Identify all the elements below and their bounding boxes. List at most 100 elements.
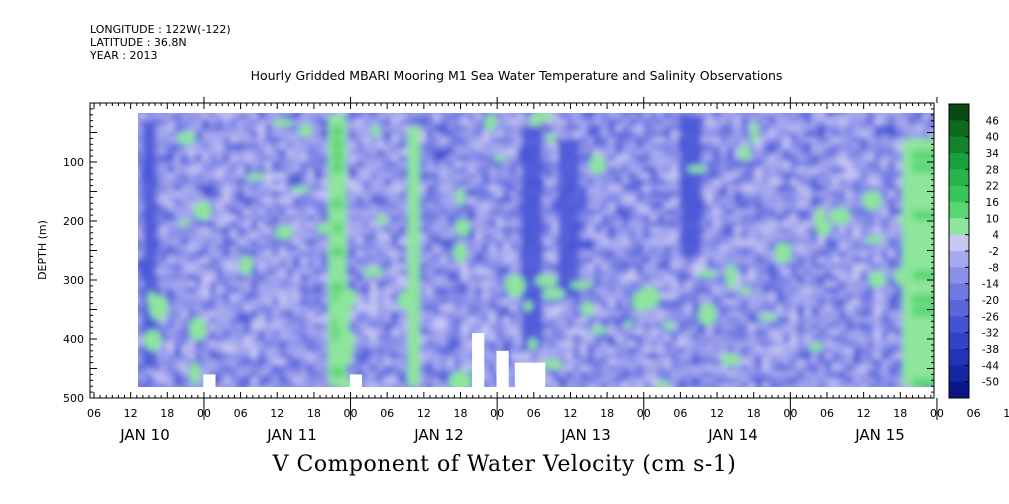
heatmap-cell [216,341,224,348]
heatmap-cell [832,149,840,156]
heatmap-cell [279,161,287,168]
heatmap-cell [391,317,399,324]
heatmap-cell [545,239,553,246]
heatmap-cell [580,155,588,162]
heatmap-cell [734,335,742,342]
heatmap-cell [692,377,700,384]
heatmap-cell [419,245,427,252]
heatmap-cell [461,185,469,192]
heatmap-cell [244,209,252,216]
heatmap-cell [818,251,826,258]
heatmap-cell [447,281,455,288]
heatmap-cell [251,179,259,186]
heatmap-cell [321,191,329,198]
heatmap-cell [482,113,490,120]
heatmap-cell [181,191,189,198]
heatmap-cell [699,179,707,186]
heatmap-cell [713,185,721,192]
heatmap-cell [433,131,441,138]
heatmap-cell [804,317,812,324]
heatmap-cell [377,143,385,150]
heatmap-cell [398,191,406,198]
heatmap-cell [202,317,210,324]
heatmap-cell [377,161,385,168]
heatmap-cell [370,143,378,150]
heatmap-cell [559,341,567,348]
heatmap-cell [643,167,651,174]
heatmap-cell [741,209,749,216]
heatmap-cell [489,335,497,342]
heatmap-cell [153,233,161,240]
heatmap-cell [608,119,616,126]
heatmap-cell [545,335,553,342]
heatmap-cell [727,215,735,222]
heatmap-cell [580,257,588,264]
heatmap-cell [475,197,483,204]
heatmap-cell [517,113,525,114]
heatmap-cell [398,371,406,378]
heatmap-cell [489,179,497,186]
heatmap-cell [237,215,245,222]
heatmap-cell [440,203,448,210]
heatmap-cell [286,257,294,264]
heatmap-cell [601,215,609,222]
heatmap-cell [608,323,616,330]
heatmap-cell [713,203,721,210]
heatmap-cell [391,251,399,258]
heatmap-cell [629,287,637,294]
heatmap-cell [230,185,238,192]
heatmap-cell [769,317,777,324]
heatmap-cell [174,203,182,210]
heatmap-cell [384,263,392,270]
heatmap-cell [671,287,679,294]
heatmap-cell [181,179,189,186]
heatmap-cell [748,227,756,234]
heatmap-cell [629,185,637,192]
heatmap-cell [636,113,644,120]
heatmap-cell [398,353,406,360]
heatmap-cell [307,371,315,378]
heatmap-cell [384,191,392,198]
heatmap-cell [223,155,231,162]
heatmap-cell [790,149,798,156]
heatmap-cell [384,131,392,138]
heatmap-cell [839,167,847,174]
heatmap-cell [447,185,455,192]
heatmap-cell [608,233,616,240]
heatmap-cell [755,347,763,354]
heatmap-cell [363,347,371,354]
heatmap-cell [272,131,280,138]
heatmap-cell [790,155,798,162]
heatmap-cell [818,335,826,342]
heatmap-cell [279,383,287,390]
heatmap-cell [377,329,385,336]
heatmap-cell [699,215,707,222]
heatmap-cell [454,359,462,366]
heatmap-cell [258,389,266,390]
heatmap-cell [601,371,609,378]
heatmap-cell [545,263,553,270]
heatmap-cell [706,215,714,222]
heatmap-cell [664,287,672,294]
heatmap-cell [580,329,588,336]
heatmap-cell [587,167,595,174]
heatmap-cell [153,143,161,150]
heatmap-cell [391,209,399,216]
heatmap-cell [286,137,294,144]
heatmap-cell [608,287,616,294]
heatmap-cell [293,275,301,282]
heatmap-cell [433,353,441,360]
heatmap-cell [447,329,455,336]
heatmap-cell [461,281,469,288]
heatmap-cell [160,365,168,372]
heatmap-cell [138,281,140,288]
heatmap-cell [209,239,217,246]
heatmap-cell [594,377,602,384]
heatmap-cell [258,263,266,270]
heatmap-cell [643,263,651,270]
heatmap-cell [153,389,161,390]
heatmap-cell [643,191,651,198]
heatmap-cell [769,203,777,210]
heatmap-cell [699,341,707,348]
heatmap-cell [216,191,224,198]
